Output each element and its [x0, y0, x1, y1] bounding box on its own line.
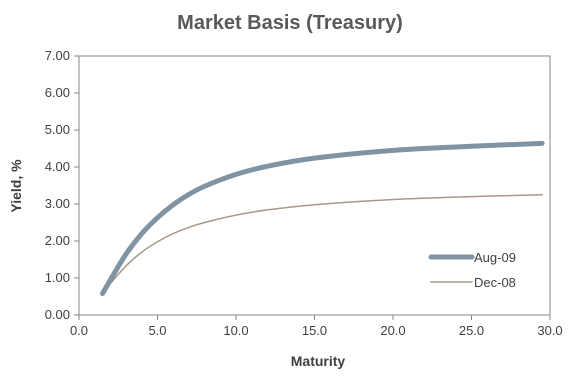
x-tick-label: 15.0: [302, 323, 327, 338]
y-tick-label: 5.00: [45, 122, 70, 137]
x-axis-title: Maturity: [291, 353, 346, 369]
y-tick-label: 0.00: [45, 307, 70, 322]
x-tick-label: 10.0: [223, 323, 248, 338]
series-line-aug-09: [100, 140, 545, 297]
y-tick-label: 3.00: [45, 196, 70, 211]
series-layer: [100, 140, 545, 297]
legend-label: Aug-09: [474, 250, 516, 265]
y-tick-label: 4.00: [45, 159, 70, 174]
y-tick-label: 7.00: [45, 48, 70, 63]
x-tick-label: 5.0: [148, 323, 166, 338]
series-line-dec-08: [101, 194, 543, 295]
chart-title: Market Basis (Treasury): [177, 12, 403, 34]
x-tick-label: 25.0: [459, 323, 484, 338]
y-axis-title: Yield, %: [8, 159, 24, 213]
y-tick-label: 1.00: [45, 270, 70, 285]
x-tick-label: 0.0: [70, 323, 88, 338]
x-tick-label: 20.0: [380, 323, 405, 338]
y-axis: 0.00 1.00 2.00 3.00 4.00 5.00 6.00 7.00: [45, 48, 79, 322]
y-tick-label: 6.00: [45, 85, 70, 100]
legend-label: Dec-08: [474, 275, 516, 290]
x-axis: 0.0 5.0 10.0 15.0 20.0 25.0 30.0: [70, 315, 563, 338]
x-tick-label: 30.0: [537, 323, 562, 338]
y-tick-label: 2.00: [45, 233, 70, 248]
legend: Aug-09 Dec-08: [428, 250, 516, 290]
